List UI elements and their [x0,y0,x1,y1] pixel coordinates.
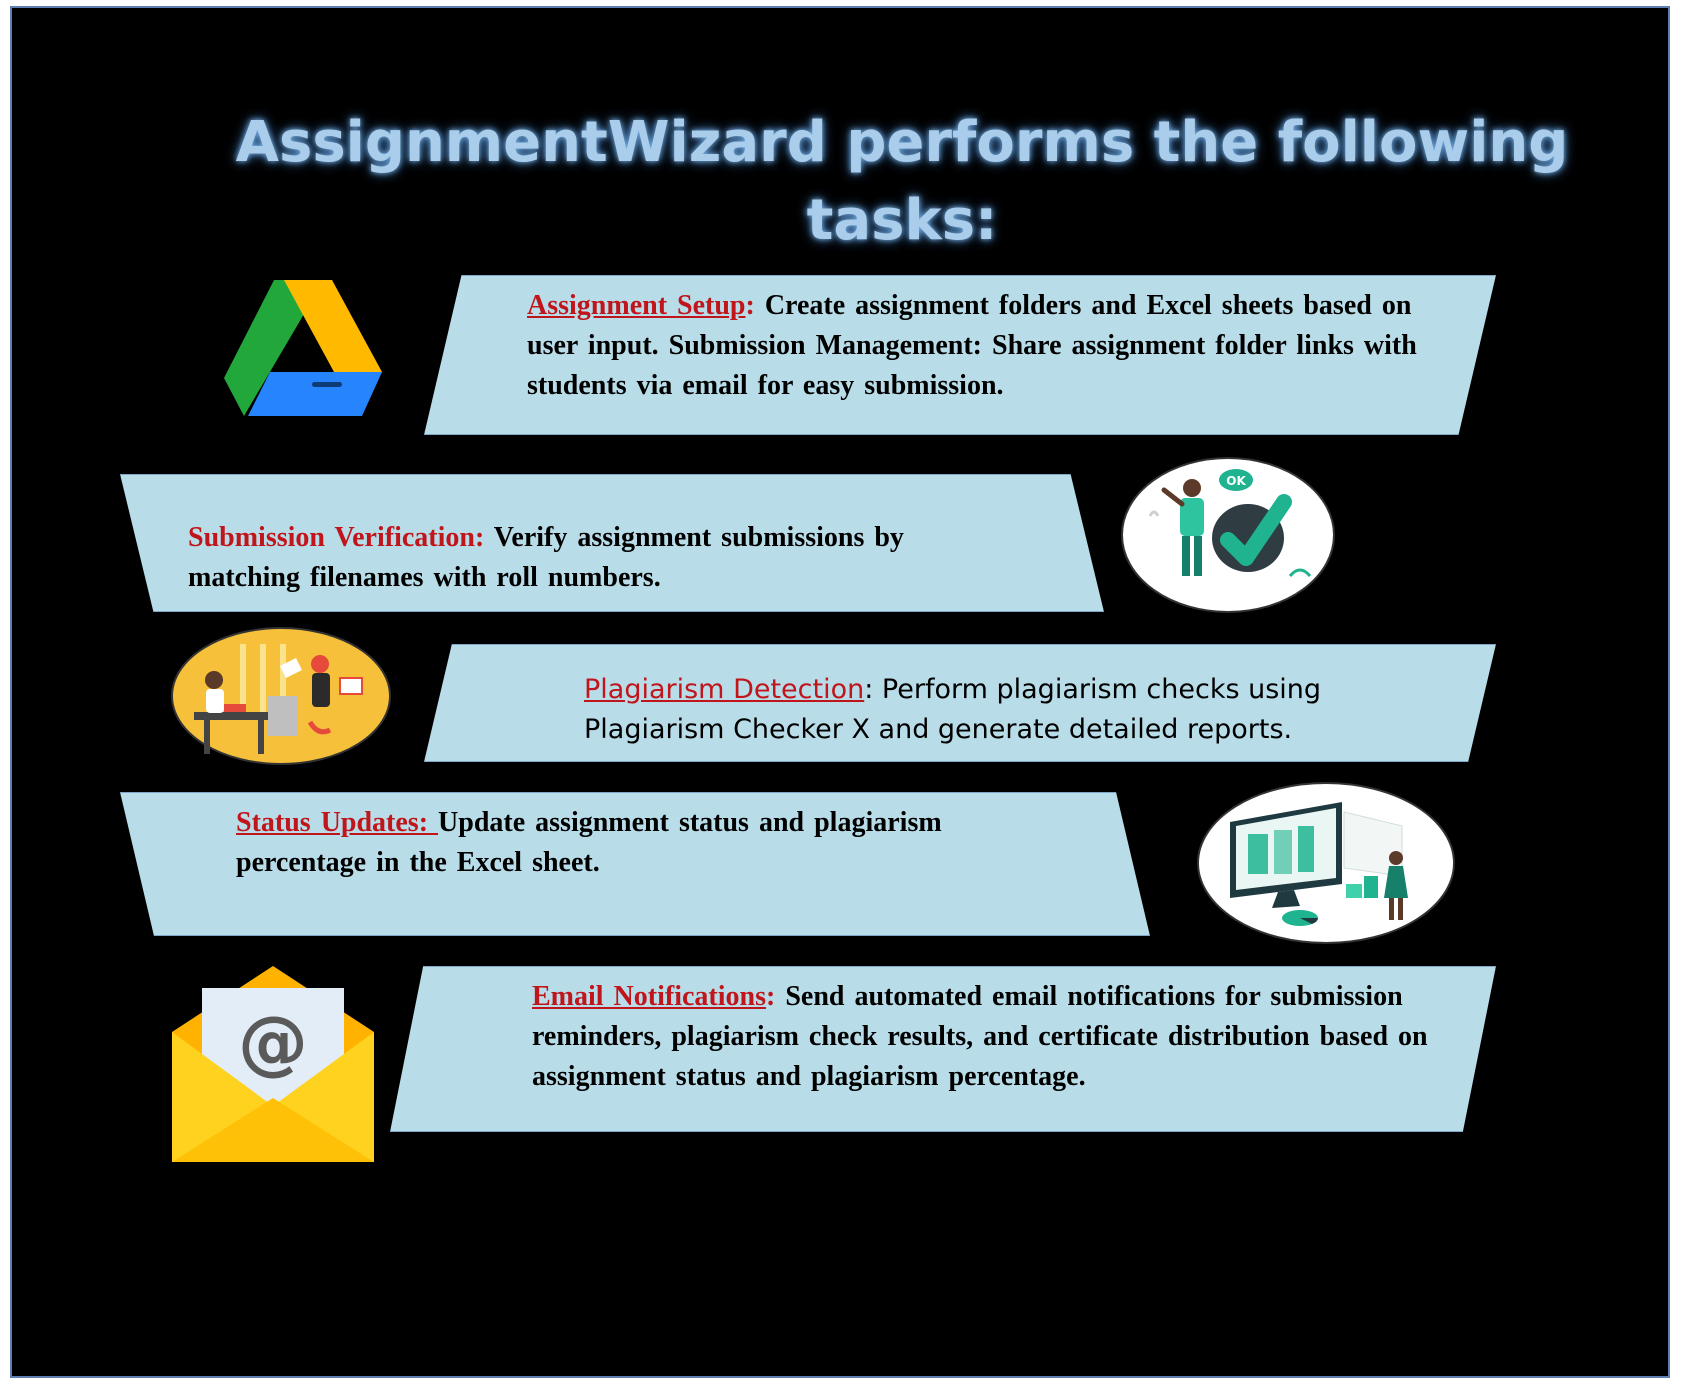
task-text-email-notifications: Email Notifications: Send automated emai… [532,977,1452,1097]
task-key: Submission Verification: [188,522,485,553]
svg-text:@: @ [238,1001,308,1083]
email-envelope-icon: @ [172,966,374,1162]
task-text-status-updates: Status Updates: Update assignment status… [236,803,1016,883]
task-key: Assignment Setup [527,290,746,321]
ok-bubble-text: OK [1226,474,1246,488]
page-title: AssignmentWizard performs the following … [235,110,1569,253]
office-workers-illustration [171,627,391,765]
task-text-submission-verification: Submission Verification: Verify assignme… [188,518,1008,598]
task-band-submission-verification [120,474,1104,612]
dashboard-analytics-illustration [1197,782,1455,944]
task-band-email-notifications [390,966,1496,1132]
task-desc: Perform plagiarism checks using Plagiari… [584,674,1322,745]
task-desc: Update assignment status and plagiarism … [236,807,942,878]
google-drive-icon [224,280,382,416]
task-text-plagiarism-detection: Plagiarism Detection: Perform plagiarism… [584,670,1444,750]
task-key: Plagiarism Detection [584,674,865,705]
task-key-colon: : [864,674,874,705]
infographic-frame: AssignmentWizard performs the following … [10,6,1670,1378]
task-desc: Verify assignment submissions by matchin… [188,522,904,593]
task-key: Email Notifications [532,981,766,1012]
task-band-assignment-setup [424,275,1496,435]
task-key: Status Updates: [236,807,439,838]
task-desc: Send automated email notifications for s… [532,981,1428,1092]
task-band-status-updates [120,792,1150,936]
ok-checkmark-illustration: OK [1121,457,1335,613]
task-key-colon: : [745,290,755,321]
task-text-assignment-setup: Assignment Setup: Create assignment fold… [527,286,1427,406]
task-desc: Create assignment folders and Excel shee… [527,290,1417,401]
task-band-plagiarism-detection [424,644,1496,762]
task-key-colon: : [766,981,776,1012]
